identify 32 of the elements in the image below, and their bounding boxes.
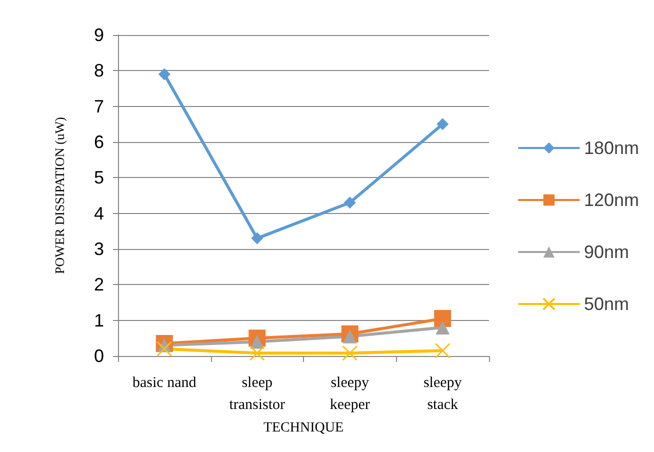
legend-label: 120nm [584,190,640,210]
y-tick-label: 6 [94,132,104,152]
y-axis-title: POWER DISSIPATION (uW) [52,117,67,274]
point [342,329,357,344]
point [436,118,449,130]
point [344,196,356,209]
x-tick-label: sleepy stack [423,375,462,413]
y-tick-label: 7 [94,96,104,116]
point [251,232,264,244]
y-tick-label: 1 [94,310,104,330]
point [158,68,170,80]
point [342,345,358,361]
y-tick-label: 5 [94,168,104,188]
y-tick-label: 3 [94,239,104,259]
x-tick-label: basic nand [132,375,197,391]
x-tick-label: sleepy keeper [330,375,370,413]
y-tick-label: 9 [94,25,104,45]
point [249,345,265,361]
y-tick-label: 2 [94,274,104,295]
point [156,341,172,357]
x-axis-title: TECHNIQUE [263,420,344,436]
point [434,342,450,358]
y-tick-label: 4 [94,203,104,224]
point [434,310,452,328]
point [250,334,264,349]
y-tick-label: 0 [94,346,104,366]
legend-label: 90nm [584,242,629,262]
point [436,320,450,334]
x-tick-label: sleep transistor [229,375,286,413]
y-tick-label: 8 [94,60,104,81]
legend-label: 180nm [584,138,640,158]
legend-label: 50nm [584,294,629,314]
